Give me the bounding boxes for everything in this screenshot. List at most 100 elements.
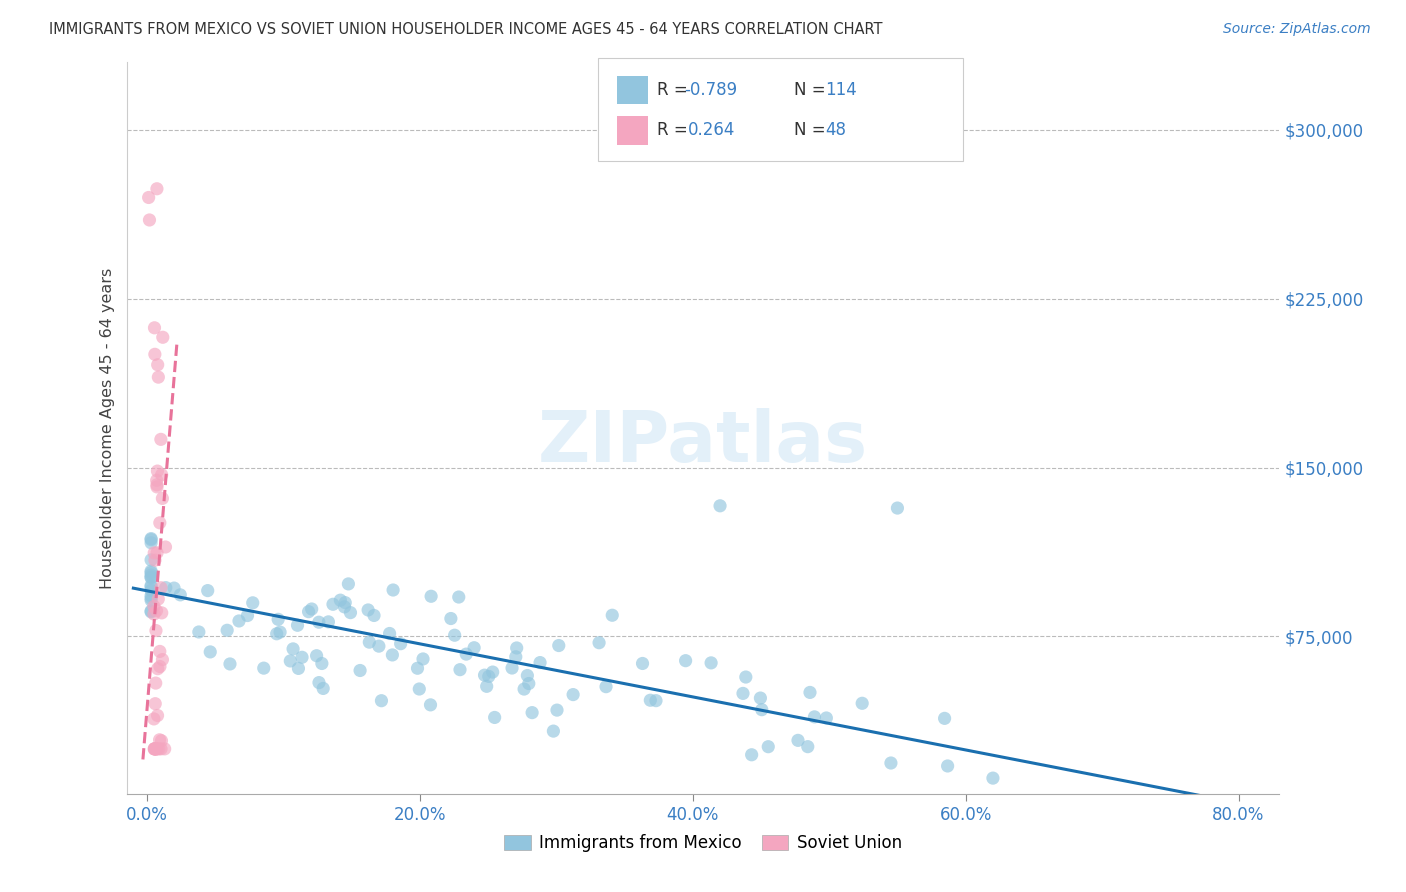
Point [169, 588, 191, 602]
Point [139, 591, 162, 606]
Point [145, 742, 167, 756]
Point [600, 608, 623, 623]
Point [139, 589, 162, 603]
Point [981, 771, 1004, 785]
Point [456, 647, 478, 661]
Point [588, 636, 610, 650]
Point [139, 564, 162, 578]
Point [139, 566, 162, 580]
Point [142, 607, 165, 621]
Point [152, 652, 174, 666]
Y-axis label: Householder Income Ages 45 - 64 years: Householder Income Ages 45 - 64 years [100, 268, 115, 589]
Point [936, 759, 959, 773]
Point [815, 711, 838, 725]
Point [475, 679, 498, 693]
Point [150, 733, 173, 747]
Point [749, 691, 772, 706]
Point [146, 662, 169, 676]
Text: R =: R = [657, 121, 693, 139]
Point [152, 330, 174, 344]
Point [501, 661, 523, 675]
Point [756, 739, 779, 754]
Legend: Immigrants from Mexico, Soviet Union: Immigrants from Mexico, Soviet Union [498, 828, 908, 859]
Point [278, 654, 301, 668]
Point [734, 670, 756, 684]
Point [311, 657, 333, 671]
Point [308, 615, 330, 630]
Point [142, 599, 165, 614]
Point [149, 659, 172, 673]
Point [149, 644, 172, 658]
Point [150, 742, 173, 756]
Point [139, 553, 162, 567]
Point [143, 742, 166, 756]
Point [886, 501, 908, 516]
Point [149, 516, 172, 530]
Point [150, 581, 173, 595]
Point [145, 604, 167, 618]
Text: 0.264: 0.264 [688, 121, 735, 139]
Point [447, 590, 470, 604]
Point [520, 706, 543, 720]
Point [287, 661, 309, 675]
Point [143, 742, 166, 756]
Point [505, 649, 527, 664]
Point [505, 640, 527, 655]
Point [406, 661, 429, 675]
Point [148, 742, 170, 756]
Point [139, 568, 162, 582]
Point [143, 553, 166, 567]
Point [419, 698, 441, 712]
Point [146, 708, 169, 723]
Point [267, 612, 290, 626]
Text: N =: N = [794, 121, 831, 139]
Point [675, 654, 697, 668]
Point [269, 625, 291, 640]
Point [145, 624, 167, 638]
Point [546, 703, 568, 717]
Point [851, 696, 873, 710]
Point [474, 668, 496, 682]
Point [700, 656, 723, 670]
Point [266, 627, 288, 641]
Point [148, 592, 170, 607]
Text: IMMIGRANTS FROM MEXICO VS SOVIET UNION HOUSEHOLDER INCOME AGES 45 - 64 YEARS COR: IMMIGRANTS FROM MEXICO VS SOVIET UNION H… [49, 22, 883, 37]
Point [150, 467, 173, 482]
Point [139, 583, 162, 598]
Point [349, 664, 371, 678]
Point [146, 182, 169, 196]
Point [146, 546, 169, 560]
Point [382, 582, 405, 597]
Point [139, 570, 162, 584]
Point [139, 533, 162, 547]
Point [146, 480, 169, 494]
Point [219, 657, 242, 671]
Point [516, 668, 538, 682]
Point [142, 712, 165, 726]
Point [155, 581, 177, 595]
Point [155, 540, 177, 554]
Point [799, 685, 821, 699]
Point [339, 606, 361, 620]
Point [478, 669, 501, 683]
Point [934, 711, 956, 725]
Point [145, 473, 167, 487]
Point [153, 742, 176, 756]
Point [148, 732, 170, 747]
Point [143, 742, 166, 756]
Point [143, 546, 166, 560]
Point [281, 641, 304, 656]
Point [145, 676, 167, 690]
Point [139, 532, 162, 546]
Point [449, 663, 471, 677]
Text: 114: 114 [825, 81, 858, 99]
Point [378, 626, 401, 640]
Point [287, 618, 309, 632]
Point [443, 628, 465, 642]
Point [138, 190, 160, 204]
Point [291, 650, 314, 665]
Point [236, 608, 259, 623]
Point [143, 320, 166, 334]
Point [146, 742, 169, 756]
Point [337, 577, 360, 591]
